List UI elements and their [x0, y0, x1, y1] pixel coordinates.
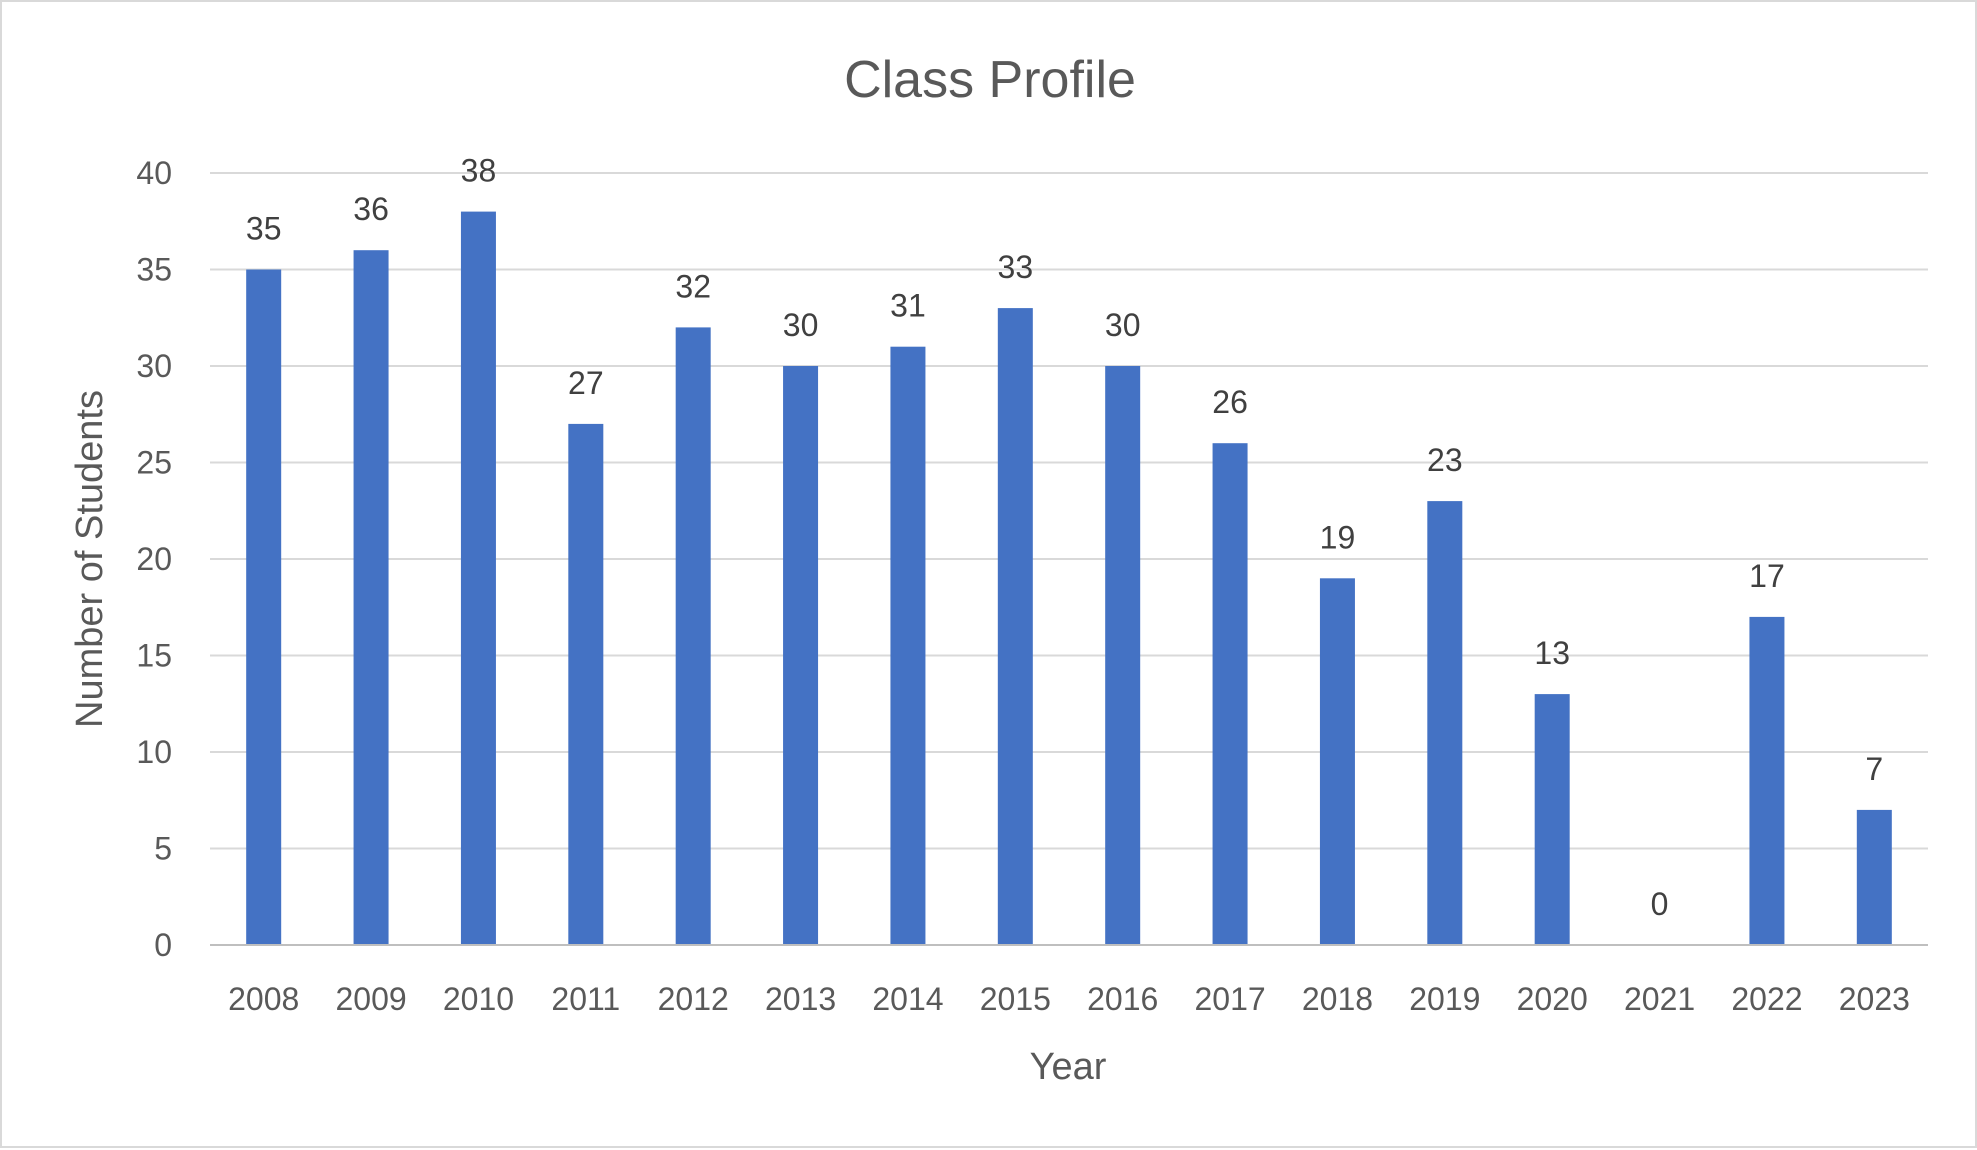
- y-tick-label-25: 25: [136, 445, 172, 481]
- x-tick-label-2021: 2021: [1624, 981, 1695, 1017]
- y-axis-tick-labels: 0 5 10 15 20 25 30 35 40: [136, 155, 172, 963]
- data-label-2016: 30: [1105, 307, 1141, 343]
- bar-2009: [353, 250, 389, 945]
- data-label-2009: 36: [353, 191, 389, 227]
- y-tick-label-10: 10: [136, 734, 172, 770]
- x-tick-label-2019: 2019: [1409, 981, 1480, 1017]
- data-label-2011: 27: [568, 365, 604, 401]
- x-tick-label-2017: 2017: [1194, 981, 1265, 1017]
- y-tick-label-0: 0: [154, 927, 172, 963]
- x-tick-label-2009: 2009: [335, 981, 406, 1017]
- bar-2011: [568, 423, 604, 945]
- x-axis-title: Year: [1030, 1046, 1107, 1088]
- bar-2008: [246, 269, 282, 945]
- bar-2015: [997, 308, 1033, 946]
- bar-2014: [890, 346, 926, 945]
- x-tick-label-2014: 2014: [872, 981, 943, 1017]
- data-label-2008: 35: [246, 211, 282, 247]
- data-label-2013: 30: [783, 307, 819, 343]
- data-label-2015: 33: [998, 249, 1034, 285]
- y-tick-label-35: 35: [136, 252, 172, 288]
- x-tick-label-2018: 2018: [1302, 981, 1373, 1017]
- data-label-2023: 7: [1865, 751, 1883, 787]
- data-label-2020: 13: [1534, 635, 1570, 671]
- x-tick-label-2013: 2013: [765, 981, 836, 1017]
- y-tick-label-40: 40: [136, 155, 172, 191]
- data-label-2018: 19: [1320, 519, 1356, 555]
- y-axis-title: Number of Students: [69, 390, 111, 728]
- bar-2016: [1105, 366, 1141, 945]
- x-tick-label-2011: 2011: [551, 981, 620, 1017]
- bar-2020: [1534, 694, 1570, 945]
- bar-2019: [1427, 501, 1463, 945]
- bar-2022: [1749, 616, 1785, 945]
- data-label-2021: 0: [1651, 886, 1669, 922]
- chart-title: Class Profile: [844, 51, 1136, 109]
- bar-2012: [675, 327, 711, 945]
- x-tick-label-2010: 2010: [443, 981, 514, 1017]
- x-tick-label-2012: 2012: [658, 981, 729, 1017]
- data-label-2022: 17: [1749, 558, 1785, 594]
- bar-2010: [460, 211, 496, 946]
- data-labels: 35 36 38 27 32 30 31 33 30 26 19 23 13 0 17 7: [246, 153, 1883, 922]
- x-tick-label-2020: 2020: [1517, 981, 1588, 1017]
- x-axis-tick-labels: 2008 2009 2010 2011 2012 2013 2014 2015 2016 2017…: [228, 981, 1910, 1017]
- bar-2013: [783, 366, 819, 945]
- x-tick-label-2015: 2015: [980, 981, 1051, 1017]
- bar-2023: [1856, 809, 1892, 945]
- y-tick-label-30: 30: [136, 348, 172, 384]
- x-tick-label-2022: 2022: [1731, 981, 1802, 1017]
- data-label-2014: 31: [890, 288, 926, 324]
- data-label-2010: 38: [461, 153, 497, 189]
- bar-2017: [1212, 443, 1248, 945]
- x-tick-label-2008: 2008: [228, 981, 299, 1017]
- gridlines: [210, 172, 1928, 850]
- bars: [246, 211, 1892, 946]
- y-tick-label-20: 20: [136, 541, 172, 577]
- data-label-2012: 32: [675, 268, 711, 304]
- y-tick-label-5: 5: [154, 831, 172, 867]
- x-tick-label-2023: 2023: [1839, 981, 1910, 1017]
- data-label-2017: 26: [1212, 384, 1248, 420]
- bar-2018: [1319, 578, 1355, 945]
- y-tick-label-15: 15: [136, 638, 172, 674]
- data-label-2019: 23: [1427, 442, 1463, 478]
- x-tick-label-2016: 2016: [1087, 981, 1158, 1017]
